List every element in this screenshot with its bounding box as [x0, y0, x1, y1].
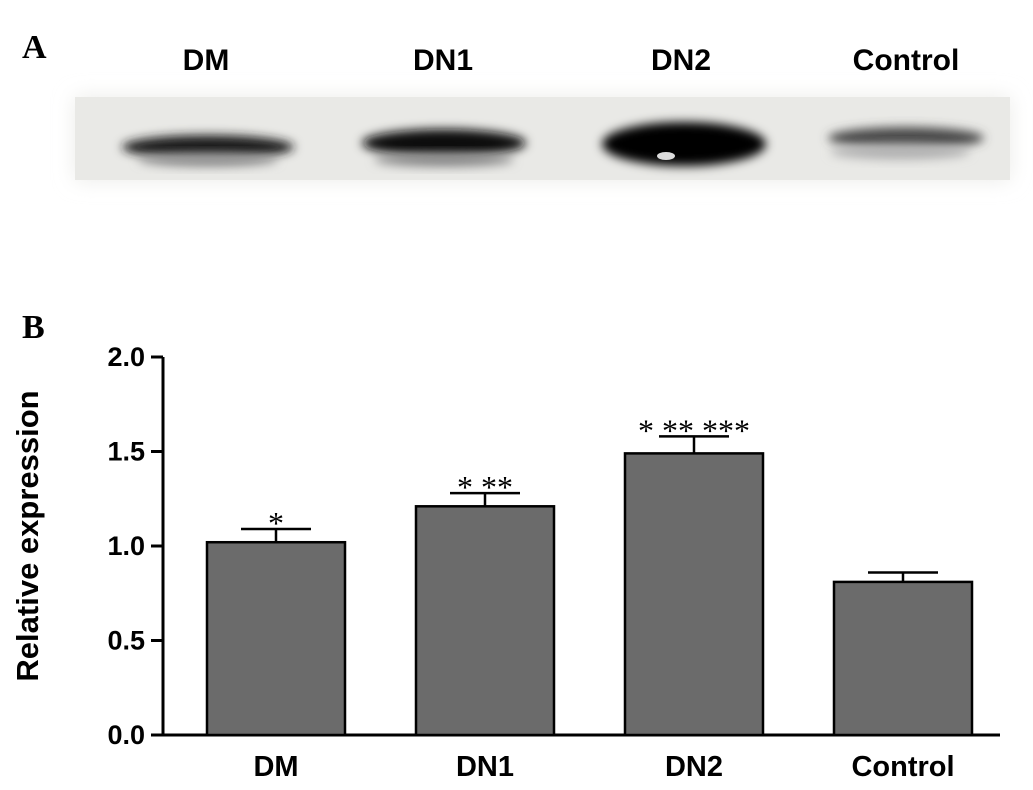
- y-tick-label: 1.0: [107, 531, 145, 561]
- x-tick-label: DM: [253, 751, 298, 783]
- panel-label: A: [22, 29, 47, 66]
- blot: [75, 97, 1010, 180]
- bar: [832, 580, 974, 737]
- bar: [205, 540, 347, 737]
- bar: [414, 505, 556, 737]
- y-tick-label: 0.0: [107, 720, 145, 750]
- bar: [623, 452, 765, 737]
- y-tick-label: 2.0: [107, 342, 145, 372]
- lane-label: DN2: [651, 44, 711, 77]
- x-tick-label: Control: [851, 751, 954, 783]
- significance-label: *: [268, 505, 284, 541]
- x-tick-label: DN1: [456, 751, 514, 783]
- y-tick-label: 1.5: [107, 437, 145, 467]
- lane-label: Control: [853, 44, 960, 77]
- significance-label: * ** ***: [638, 412, 750, 448]
- y-tick-label: 0.5: [107, 626, 145, 656]
- x-tick-label: DN2: [665, 751, 723, 783]
- significance-label: * **: [457, 469, 513, 505]
- lane-label: DN1: [413, 44, 473, 77]
- panel-label: B: [22, 309, 45, 346]
- y-axis-label: Relative expression: [10, 390, 45, 681]
- lane-label: DM: [183, 44, 230, 77]
